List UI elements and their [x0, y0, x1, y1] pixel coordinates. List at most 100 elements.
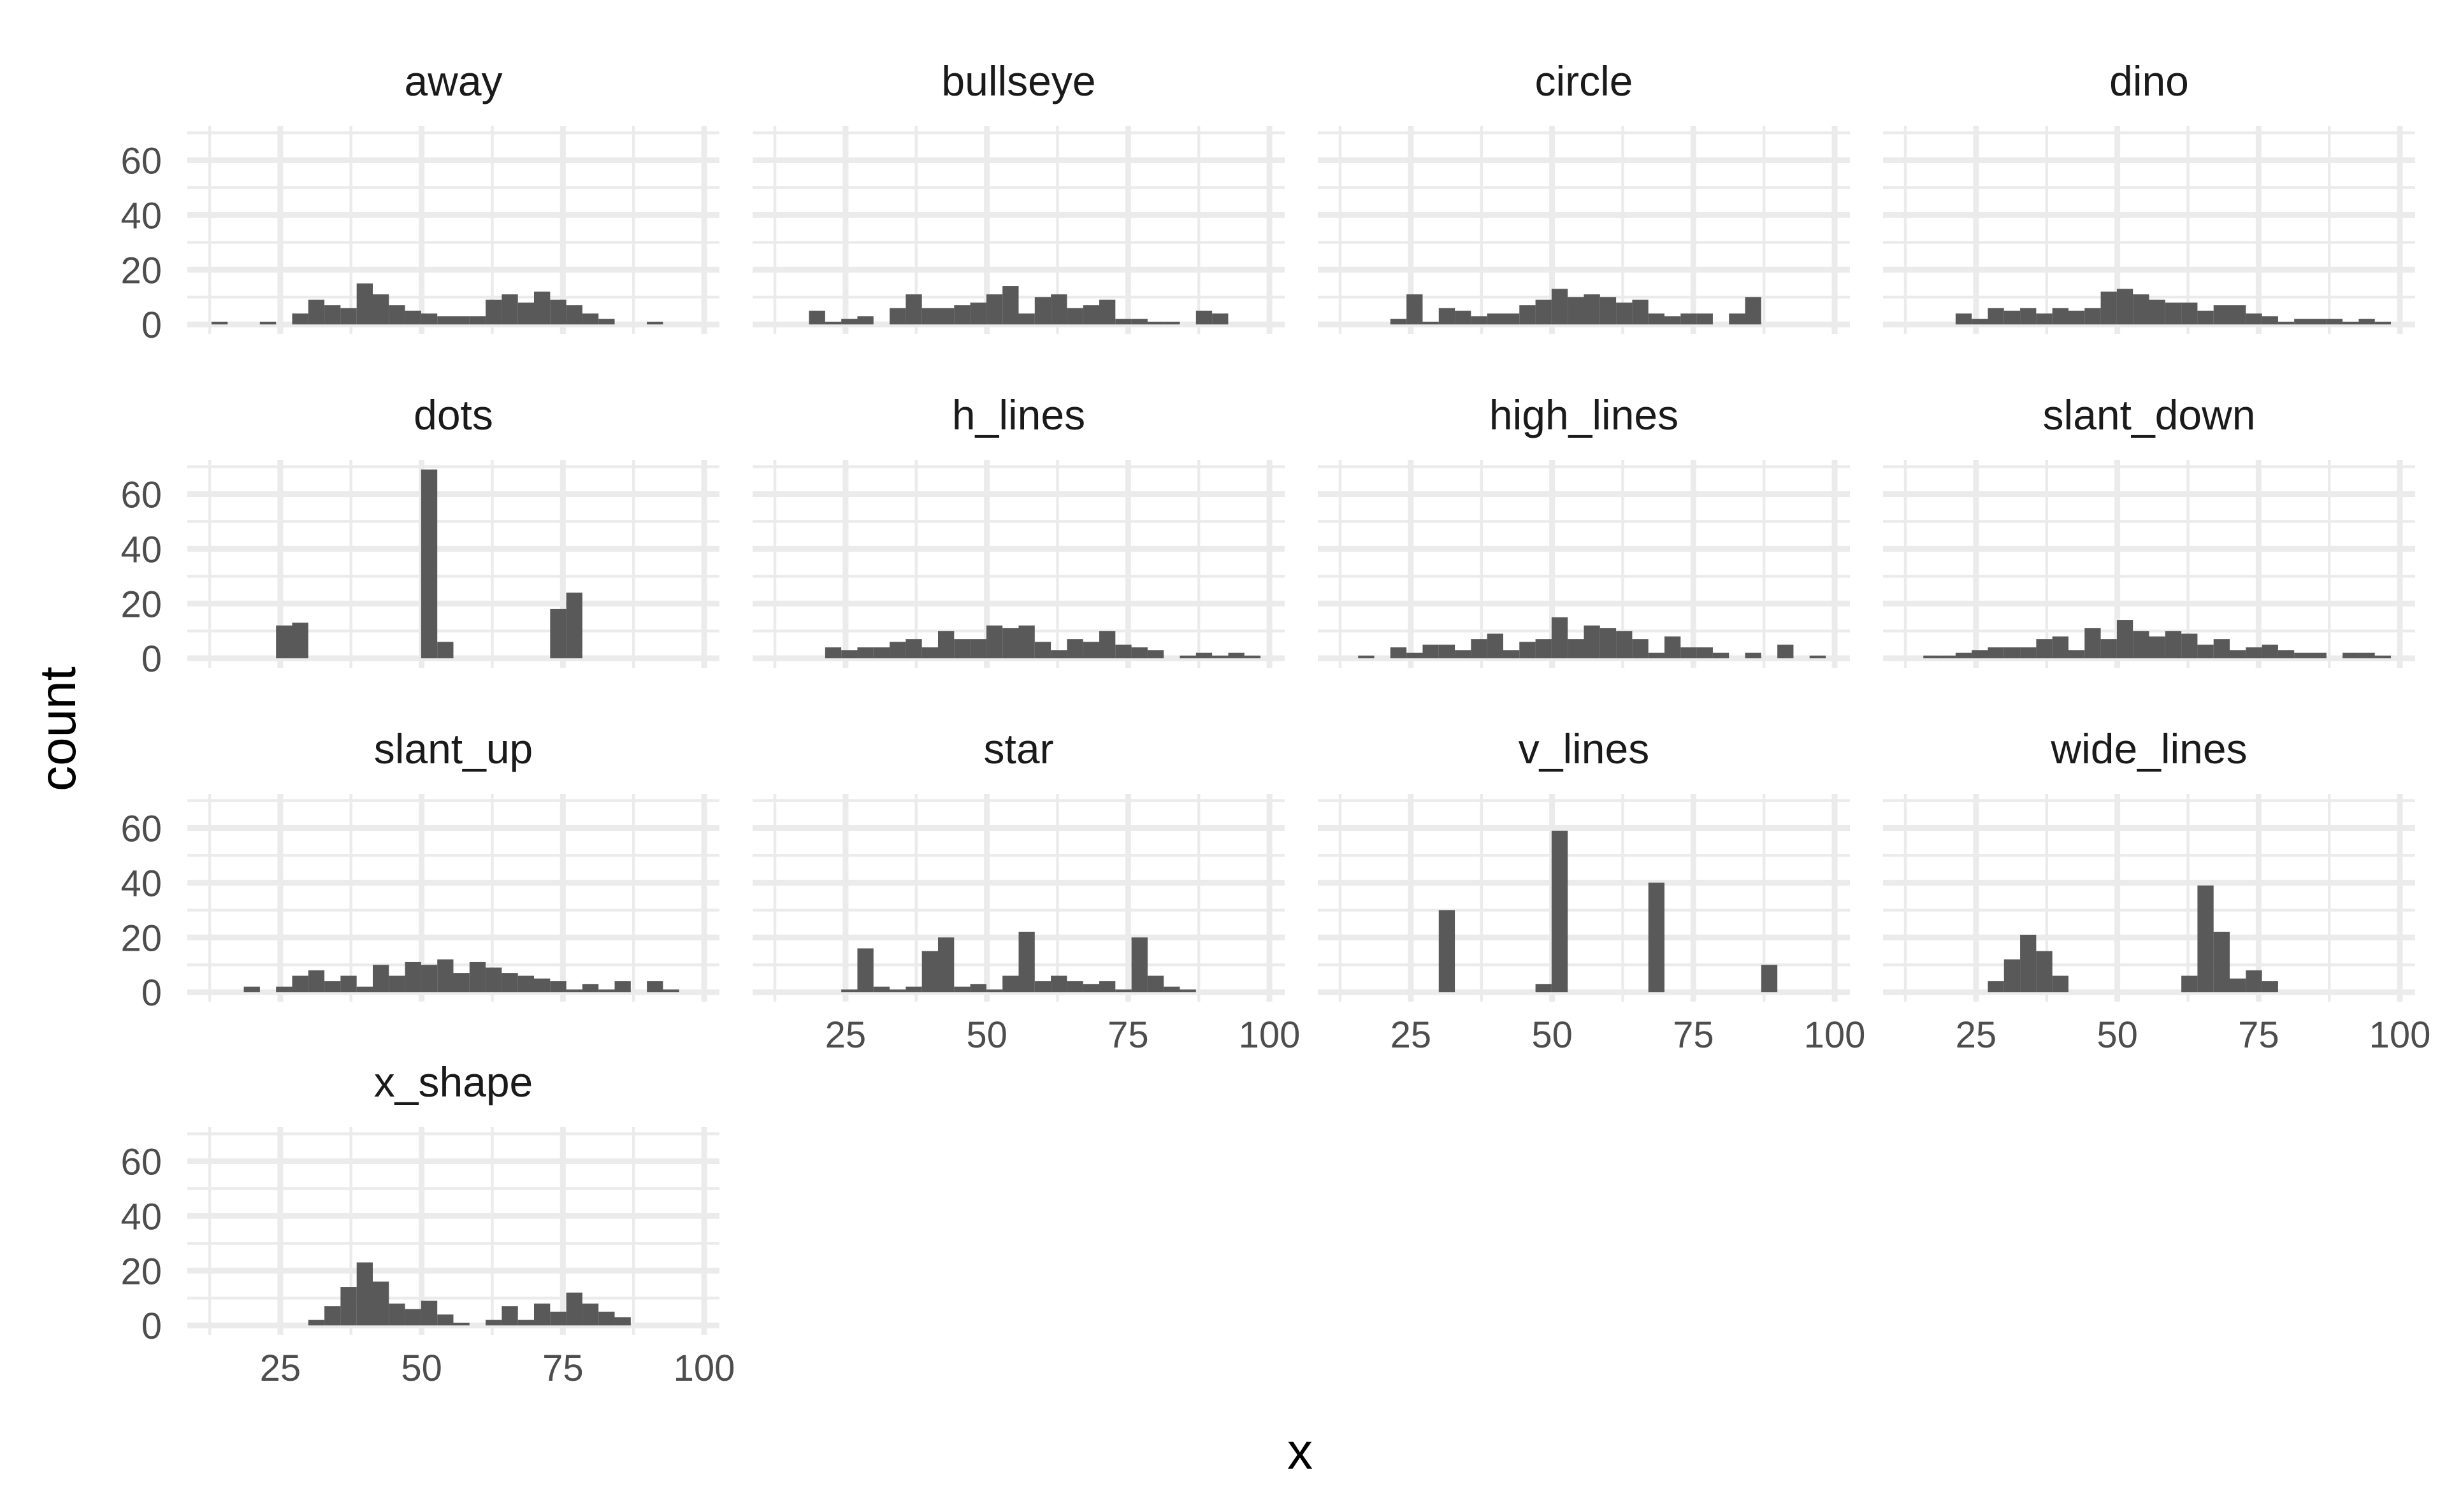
histogram-bar-high_lines-27: [1777, 644, 1794, 659]
histogram-bar-high_lines-15: [1584, 625, 1600, 659]
histogram-bar-star-11: [954, 986, 971, 993]
histogram-bar-x_shape-24: [598, 1311, 615, 1326]
histogram-bar-dino-7: [2020, 308, 2037, 325]
histogram-bar-v_lines-19: [1648, 882, 1665, 993]
histogram-bar-slant_down-4: [1972, 650, 1988, 659]
histogram-bar-dots-13: [421, 469, 438, 659]
histogram-bar-h_lines-10: [937, 631, 955, 659]
histogram-bar-dino-8: [2036, 313, 2053, 325]
histogram-bar-away-27: [647, 321, 663, 325]
facet-panel-wide_lines: wide_lines 25 50 75 100: [1883, 725, 2430, 1056]
histogram-bar-circle-19: [1648, 313, 1665, 325]
histogram-bar-bullseye-2: [809, 310, 825, 325]
histogram-bar-h_lines-29: [1244, 655, 1261, 659]
histogram-bar-circle-14: [1568, 297, 1584, 325]
histogram-bar-circle-5: [1422, 321, 1439, 325]
histogram-bar-circle-8: [1471, 316, 1487, 325]
histogram-bar-star-9: [921, 951, 938, 993]
histogram-bar-slant_down-28: [2358, 652, 2375, 659]
y-tick-label: 20: [120, 584, 162, 625]
histogram-bar-high_lines-16: [1599, 628, 1617, 659]
histogram-bar-circle-7: [1455, 310, 1471, 325]
histogram-bar-high_lines-6: [1438, 644, 1455, 659]
histogram-bar-x_shape-20: [534, 1303, 551, 1326]
facet-title: dino: [2109, 57, 2189, 104]
histogram-bar-high_lines-8: [1471, 639, 1487, 659]
histogram-bar-circle-21: [1680, 313, 1697, 325]
histogram-bar-h_lines-20: [1099, 631, 1116, 659]
x-tick-label: 100: [2369, 1014, 2431, 1056]
facet-panel-dots: dots 0 20 40 60: [120, 391, 719, 680]
histogram-bar-dino-28: [2358, 319, 2375, 325]
histogram-bar-slant_down-10: [2068, 650, 2085, 659]
histogram-bar-away-24: [598, 319, 615, 325]
histogram-bar-dino-25: [2310, 319, 2327, 325]
histogram-bar-slant_down-5: [1988, 647, 2004, 659]
histogram-bar-circle-12: [1535, 299, 1552, 325]
histogram-bar-x_shape-11: [389, 1303, 405, 1326]
histogram-bar-star-7: [890, 989, 906, 993]
y-tick-label: 40: [120, 1196, 162, 1237]
histogram-bar-bullseye-14: [1002, 286, 1019, 325]
histogram-bar-away-16: [469, 316, 486, 325]
x-tick-label: 50: [401, 1348, 442, 1389]
histogram-bar-away-23: [582, 313, 599, 325]
histogram-bar-high_lines-10: [1503, 650, 1520, 659]
histogram-bar-slant_down-24: [2294, 652, 2311, 659]
y-tick-label: 40: [120, 863, 162, 904]
histogram-bar-wide_lines-19: [2213, 932, 2230, 993]
histogram-bar-star-17: [1051, 976, 1067, 993]
histogram-bar-slant_up-23: [582, 984, 599, 993]
histogram-bar-v_lines-12: [1535, 984, 1552, 993]
histogram-bar-bullseye-19: [1083, 305, 1100, 325]
y-tick-label: 20: [120, 250, 162, 291]
histogram-bar-bullseye-17: [1051, 294, 1067, 325]
histogram-bar-star-21: [1115, 989, 1132, 993]
facet-title: v_lines: [1519, 725, 1649, 772]
histogram-bar-bullseye-8: [906, 294, 922, 325]
histogram-bar-star-12: [970, 984, 986, 993]
histogram-bar-x_shape-17: [486, 1320, 502, 1326]
histogram-bar-h_lines-19: [1083, 642, 1100, 659]
x-axis-title: x: [1287, 1423, 1313, 1480]
histogram-bar-x_shape-15: [453, 1322, 470, 1326]
histogram-bar-h_lines-13: [986, 625, 1003, 659]
histogram-bar-high_lines-23: [1712, 652, 1729, 659]
facet-title: slant_up: [374, 725, 533, 772]
histogram-bar-star-13: [986, 989, 1003, 993]
histogram-bar-circle-4: [1406, 294, 1423, 325]
histogram-bar-bullseye-21: [1115, 319, 1132, 325]
histogram-bar-slant_up-18: [502, 973, 518, 993]
histogram-bar-dino-14: [2133, 294, 2149, 325]
histogram-bar-h_lines-11: [954, 639, 971, 659]
y-tick-label: 0: [141, 305, 162, 346]
histogram-bar-away-20: [534, 291, 551, 325]
histogram-bar-away-13: [421, 313, 438, 325]
histogram-bar-h_lines-21: [1115, 644, 1132, 659]
histogram-bar-x_shape-10: [372, 1281, 389, 1326]
histogram-bar-h_lines-4: [841, 650, 858, 659]
histogram-bar-slant_down-6: [2003, 647, 2021, 659]
y-tick-label: 0: [141, 638, 162, 680]
histogram-bar-dino-20: [2230, 305, 2246, 325]
facet-panel-star: star 25 50 75 100: [753, 725, 1300, 1056]
histogram-bar-x_shape-19: [517, 1320, 535, 1326]
histogram-bar-slant_down-2: [1939, 655, 1956, 659]
histogram-bar-h_lines-15: [1018, 625, 1035, 659]
facet-title: star: [983, 725, 1053, 772]
x-tick-label: 50: [2097, 1014, 2138, 1056]
histogram-bar-slant_down-21: [2246, 647, 2262, 659]
histogram-bar-circle-16: [1599, 297, 1617, 325]
histogram-bar-wide_lines-8: [2036, 951, 2053, 993]
histogram-bar-x_shape-22: [566, 1292, 582, 1326]
histogram-bar-h_lines-22: [1131, 647, 1148, 659]
histogram-bar-h_lines-9: [921, 647, 938, 659]
facet-panel-dino: dino: [1883, 57, 2415, 334]
histogram-bar-dino-13: [2116, 289, 2133, 325]
histogram-bar-v_lines-26: [1761, 965, 1778, 993]
histogram-bar-slant_down-19: [2213, 639, 2230, 659]
histogram-bar-h_lines-17: [1051, 650, 1067, 659]
histogram-bar-high_lines-13: [1551, 617, 1568, 659]
x-tick-label: 75: [1673, 1014, 1714, 1056]
